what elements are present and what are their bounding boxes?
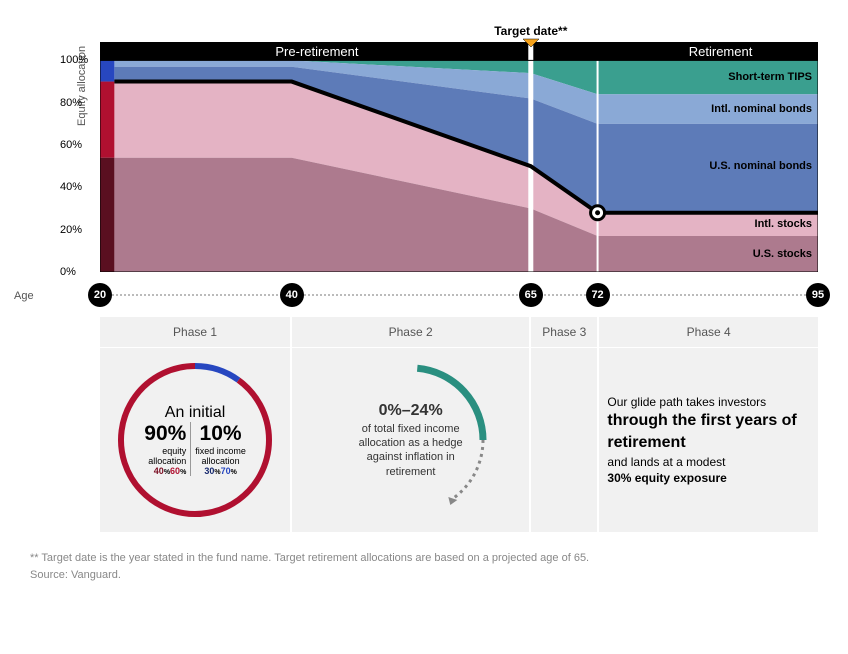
ytick: 40% — [60, 181, 82, 193]
phase-column: Phase 2 0%–24%of total fixed income alloc… — [292, 317, 529, 532]
phase4-text: Our glide path takes investorsthrough th… — [607, 394, 810, 486]
phase-title: Phase 4 — [599, 317, 818, 348]
series-label: U.S. nominal bonds — [709, 160, 812, 172]
age-marker: 20 — [88, 283, 112, 307]
series-label: Intl. stocks — [755, 218, 812, 230]
header-retirement: Retirement — [689, 44, 753, 59]
target-date-label: Target date** — [494, 24, 567, 38]
footnote-line-2: Source: Vanguard. — [30, 567, 818, 584]
glide-path-chart: Target date** Equity allocation Pre-reti… — [100, 42, 818, 277]
target-date-marker-icon — [521, 37, 541, 49]
ytick: 60% — [60, 139, 82, 151]
phase-column: Phase 3 — [531, 317, 597, 532]
ytick: 80% — [60, 97, 82, 109]
phase-title: Phase 2 — [292, 317, 529, 348]
header-pre-retirement: Pre-retirement — [275, 44, 358, 59]
footnote: ** Target date is the year stated in the… — [30, 550, 818, 583]
ytick: 100% — [60, 54, 88, 66]
series-label: Short-term TIPS — [728, 71, 812, 83]
age-axis: 2040657295 — [100, 283, 818, 307]
age-axis-dots — [100, 294, 818, 296]
footnote-line-1: ** Target date is the year stated in the… — [30, 550, 818, 567]
ytick: 0% — [60, 266, 76, 278]
phase-body: An initial 90% equity allocation 40%60% … — [100, 348, 290, 532]
series-label: Intl. nominal bonds — [711, 103, 812, 115]
phase-body: 0%–24%of total fixed income allocation a… — [292, 348, 529, 532]
age-marker: 65 — [519, 283, 543, 307]
phase-column: Phase 1 An initial 90% equity allocation … — [100, 317, 290, 532]
area-chart-svg — [100, 42, 818, 272]
phase-column: Phase 4 Our glide path takes investorsthr… — [599, 317, 818, 532]
phase2-text: 0%–24%of total fixed income allocation a… — [351, 401, 471, 479]
phase1-text: An initial 90% equity allocation 40%60% … — [140, 404, 250, 476]
age-marker: 40 — [280, 283, 304, 307]
phase-title: Phase 1 — [100, 317, 290, 348]
phase-title: Phase 3 — [531, 317, 597, 348]
series-label: U.S. stocks — [753, 248, 812, 260]
age-marker: 72 — [586, 283, 610, 307]
phase-body — [531, 348, 597, 532]
phase-panels: Phase 1 An initial 90% equity allocation … — [100, 317, 818, 532]
age-marker: 95 — [806, 283, 830, 307]
phase-body: Our glide path takes investorsthrough th… — [599, 348, 818, 532]
ytick: 20% — [60, 224, 82, 236]
x-axis-label: Age — [14, 290, 34, 302]
